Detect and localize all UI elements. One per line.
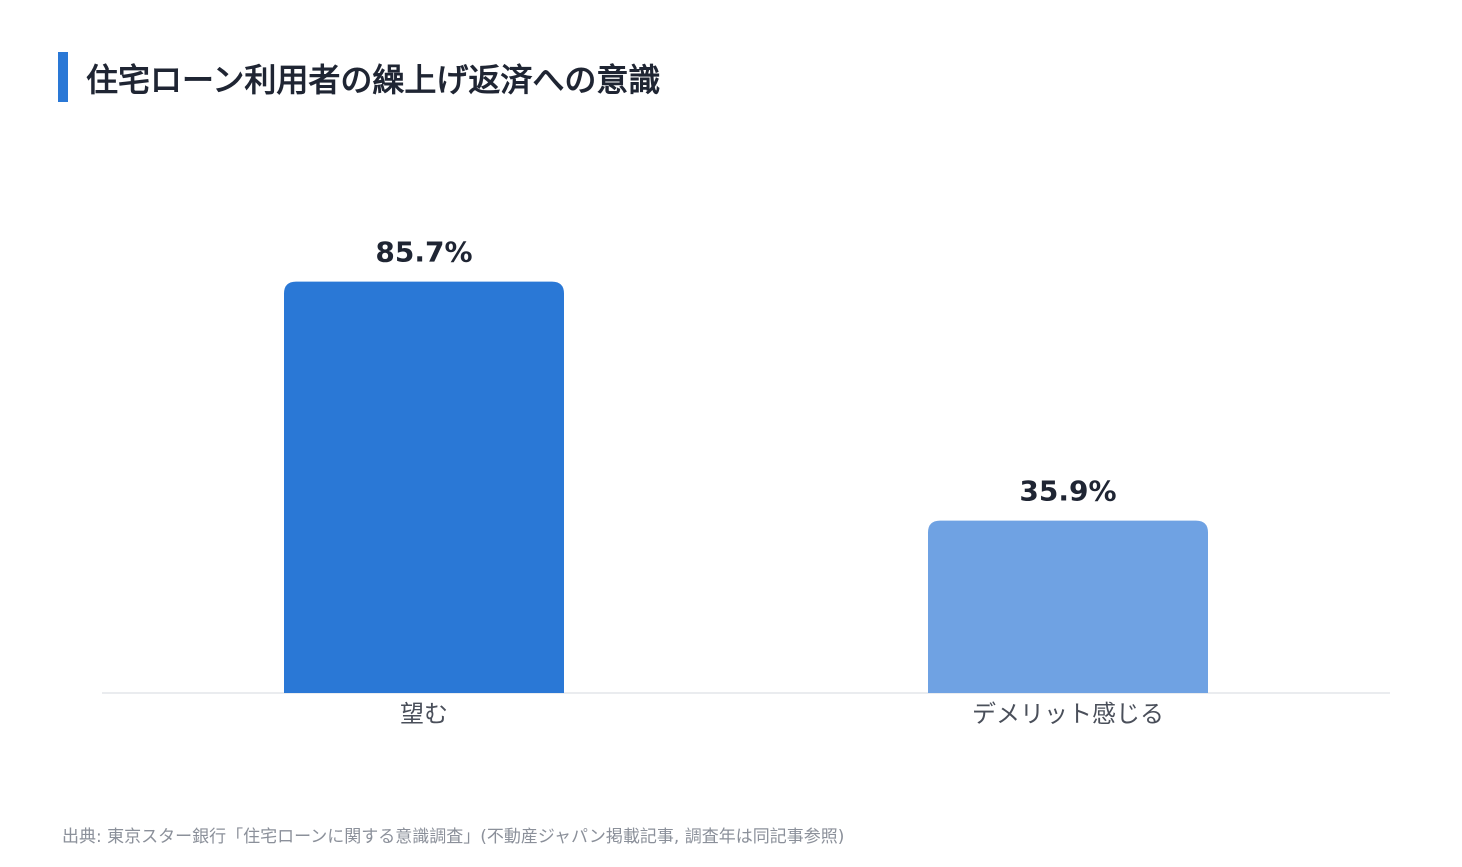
x-tick-label: デメリット感じる [972,700,1164,728]
x-tick-label: 望む [400,700,448,728]
source-note: 出典: 東京スター銀行「住宅ローンに関する意識調査」(不動産ジャパン掲載記事, … [62,827,844,847]
chart-title: 住宅ローン利用者の繰上げ返済への意識 [86,61,660,99]
bar [928,520,1208,693]
value-label: 35.9% [1019,475,1116,508]
title-accent [58,52,68,102]
bar [284,281,564,693]
value-label: 85.7% [375,236,472,269]
